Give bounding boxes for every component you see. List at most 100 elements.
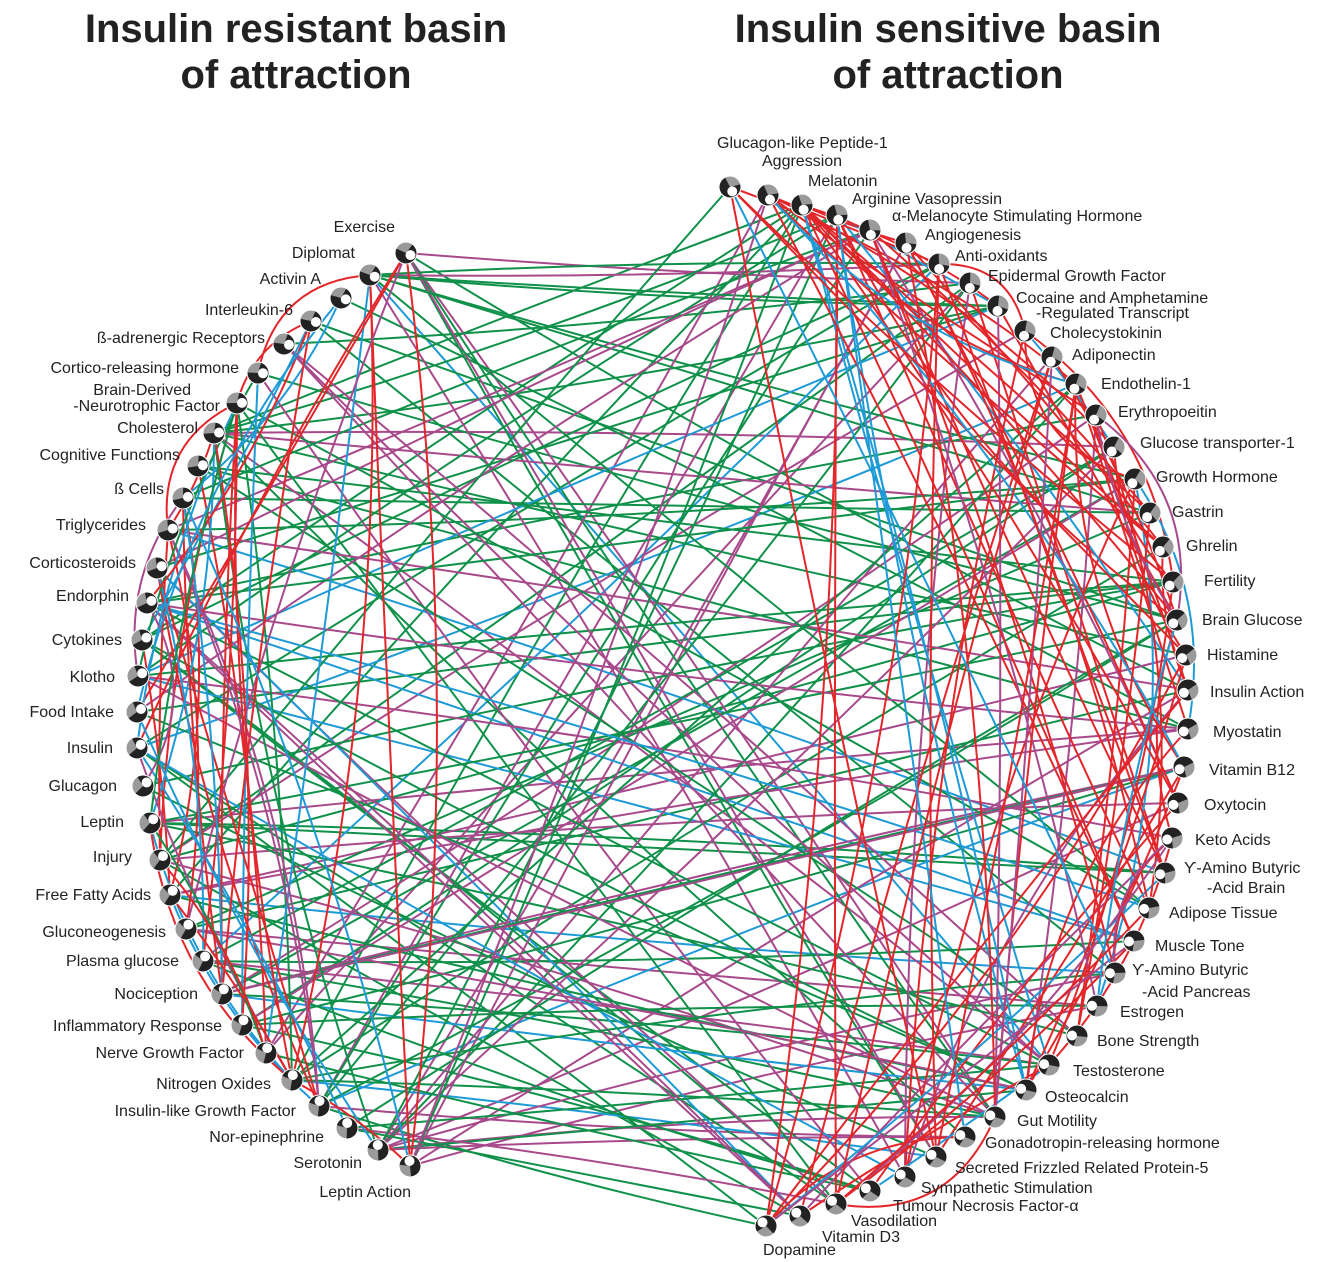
node-endothelin-1 xyxy=(1064,372,1088,396)
edge-red xyxy=(729,186,1174,583)
edge-purple xyxy=(903,689,1189,1178)
title-right-line-1: Insulin sensitive basin xyxy=(734,7,1162,51)
node-exercise xyxy=(394,241,418,265)
edge-purple xyxy=(868,229,1098,1007)
node-label-melanocyte-stimulating-hormone: α-Melanocyte Stimulating Hormone xyxy=(892,208,1142,225)
edge-red xyxy=(905,242,1164,548)
edge-red xyxy=(202,402,242,962)
node-label-glucagon: Glucagon xyxy=(49,778,118,795)
node-gut-motility xyxy=(983,1105,1007,1129)
node-leptin-action xyxy=(398,1154,422,1178)
edge-green xyxy=(369,274,1150,909)
edge-red xyxy=(835,356,1055,1205)
node-label-gut-motility: Gut Motility xyxy=(1017,1113,1097,1130)
edge-red xyxy=(169,894,293,1081)
edge-red xyxy=(905,242,1179,804)
edge-blue xyxy=(729,186,1116,974)
edge-red xyxy=(801,204,1135,942)
edge-green xyxy=(202,959,871,1192)
edge-purple xyxy=(265,194,769,1054)
edges-layer xyxy=(132,185,1196,1227)
edge-blue xyxy=(369,274,1050,1066)
node-label-activin-a: Activin A xyxy=(260,271,322,288)
edge-red xyxy=(234,402,295,1081)
node-label-dopamine: Dopamine xyxy=(763,1242,836,1259)
edge-green xyxy=(236,402,297,1081)
node-label-muscle-tone: Muscle Tone xyxy=(1155,938,1245,955)
edge-green xyxy=(265,1052,871,1194)
edge-blue xyxy=(136,747,906,1178)
node-plasma-glucose xyxy=(191,949,215,973)
edge-green xyxy=(241,765,1185,1026)
edge-purple xyxy=(149,728,1189,827)
edge-blue xyxy=(137,673,1135,942)
node-activin-a xyxy=(329,286,353,310)
edge-blue xyxy=(262,274,371,1054)
edge-purple xyxy=(405,252,937,1158)
node-label-amino-butyric-acid-brain-0: ϒ-Amino Butyric xyxy=(1184,860,1300,877)
edge-blue xyxy=(241,372,263,1026)
edge-purple xyxy=(377,802,1179,1151)
edge-purple xyxy=(409,689,1189,1167)
edge-red xyxy=(900,330,1026,1178)
node-cortico-releasing-hormone xyxy=(246,361,270,385)
node-label-myostatin: Myostatin xyxy=(1213,724,1281,741)
node-label-estrogen: Estrogen xyxy=(1120,1004,1184,1021)
node-vitamin-d3 xyxy=(788,1204,812,1228)
node-adrenergic-receptors xyxy=(272,332,296,356)
edge-red xyxy=(1022,728,1189,1091)
node-label-free-fatty-acids: Free Fatty Acids xyxy=(35,887,151,904)
node-label-angiogenesis: Angiogenesis xyxy=(925,227,1021,244)
edge-blue xyxy=(156,567,208,962)
node-label-glucagon-like-peptide-1: Glucagon-like Peptide-1 xyxy=(717,135,888,152)
node-label-cells: ß Cells xyxy=(114,481,164,498)
node-label-adiponectin: Adiponectin xyxy=(1072,347,1156,364)
edge-purple xyxy=(221,414,1097,995)
edge-purple xyxy=(241,478,1136,1026)
node-label-brain-derived-neurotrophic-factor-1: -Neurotrophic Factor xyxy=(73,398,220,415)
node-label-plasma-glucose: Plasma glucose xyxy=(66,953,179,970)
node-label-anti-oxidants: Anti-oxidants xyxy=(955,248,1048,265)
edge-blue xyxy=(182,497,227,995)
edge-red xyxy=(801,204,1151,514)
node-melatonin xyxy=(790,193,814,217)
edge-red xyxy=(801,204,1178,621)
node-label-cognitive-functions: Cognitive Functions xyxy=(39,447,180,464)
node-label-klotho: Klotho xyxy=(70,669,115,686)
edge-green xyxy=(291,383,1077,1081)
edge-red xyxy=(1074,512,1151,1037)
edge-red xyxy=(836,214,1178,621)
edge-purple xyxy=(283,343,1050,1066)
node-growth-hormone xyxy=(1123,467,1147,491)
node-secreted-frizzled-related-protein-5 xyxy=(924,1145,948,1169)
node-label-cortico-releasing-hormone: Cortico-releasing hormone xyxy=(50,360,239,377)
node-injury xyxy=(148,848,172,872)
edge-red xyxy=(935,766,1185,1158)
edge-red xyxy=(369,274,415,1167)
node-label-insulin: Insulin xyxy=(67,740,113,757)
edge-green xyxy=(146,475,1136,604)
node-label-brain-glucose: Brain Glucose xyxy=(1202,612,1303,629)
node-glucagon xyxy=(131,774,155,798)
node-insulin xyxy=(125,736,149,760)
edge-red xyxy=(835,940,1135,1205)
edge-purple xyxy=(835,837,1173,1205)
node-gonadotropin-releasing-hormone xyxy=(953,1125,977,1149)
edge-red xyxy=(767,194,1135,942)
edge-red xyxy=(729,186,1187,656)
title-left-line-2: of attraction xyxy=(180,53,412,97)
node-label-endorphin: Endorphin xyxy=(56,588,129,605)
node-label-insulin-like-growth-factor: Insulin-like Growth Factor xyxy=(115,1103,297,1120)
node-label-cholesterol: Cholesterol xyxy=(117,420,198,437)
node-label-endothelin-1: Endothelin-1 xyxy=(1101,376,1191,393)
edge-green xyxy=(136,578,1174,713)
node-nerve-growth-factor xyxy=(254,1041,278,1065)
edge-green xyxy=(202,957,996,1118)
node-label-serotonin: Serotonin xyxy=(294,1155,363,1172)
node-nociception xyxy=(210,982,234,1006)
edge-purple xyxy=(156,229,871,569)
edge-blue xyxy=(146,602,1150,910)
edge-red xyxy=(929,263,944,1158)
node-label-amino-butyric-acid-pancreas-0: ϒ-Amino Butyric xyxy=(1132,962,1248,979)
